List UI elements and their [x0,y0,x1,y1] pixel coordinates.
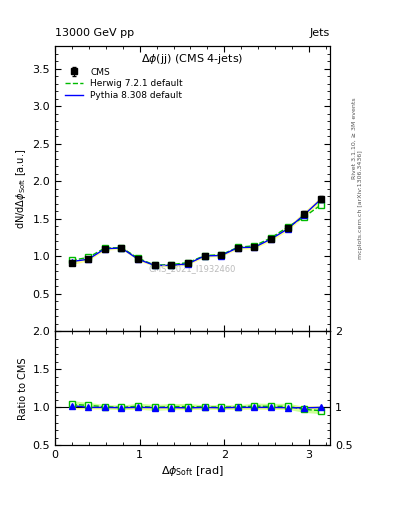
X-axis label: $\Delta\phi_{\rm Soft}$ [rad]: $\Delta\phi_{\rm Soft}$ [rad] [161,464,224,479]
Herwig 7.2.1 default [169,262,174,268]
Line: Pythia 8.308 default: Pythia 8.308 default [72,199,321,265]
Text: $\Delta\phi$(jj) (CMS 4-jets): $\Delta\phi$(jj) (CMS 4-jets) [141,52,244,66]
Herwig 7.2.1 default [285,224,290,230]
Text: 13000 GeV pp: 13000 GeV pp [55,28,134,38]
Pythia 8.308 default [202,253,207,259]
Text: Rivet 3.1.10, ≥ 3M events: Rivet 3.1.10, ≥ 3M events [352,97,357,179]
Pythia 8.308 default [285,226,290,232]
Legend: CMS, Herwig 7.2.1 default, Pythia 8.308 default: CMS, Herwig 7.2.1 default, Pythia 8.308 … [62,65,185,103]
Herwig 7.2.1 default [86,254,91,261]
Pythia 8.308 default [269,236,274,242]
Pythia 8.308 default [185,261,190,267]
Text: mcplots.cern.ch [arXiv:1306.3436]: mcplots.cern.ch [arXiv:1306.3436] [358,151,363,259]
Line: Herwig 7.2.1 default: Herwig 7.2.1 default [72,205,321,265]
Pythia 8.308 default [219,252,224,259]
Text: Jets: Jets [310,28,330,38]
Pythia 8.308 default [319,196,323,202]
Text: CMS_2021_I1932460: CMS_2021_I1932460 [149,264,236,273]
Herwig 7.2.1 default [119,245,124,251]
Herwig 7.2.1 default [269,235,274,241]
Pythia 8.308 default [302,211,307,218]
Pythia 8.308 default [119,245,124,251]
Herwig 7.2.1 default [69,258,74,264]
Herwig 7.2.1 default [319,202,323,208]
Y-axis label: Ratio to CMS: Ratio to CMS [18,357,28,420]
Y-axis label: dN/d$\Delta\phi_{\rm Soft}$ [a.u.]: dN/d$\Delta\phi_{\rm Soft}$ [a.u.] [14,148,28,229]
Herwig 7.2.1 default [103,245,107,251]
Pythia 8.308 default [235,245,240,251]
Herwig 7.2.1 default [185,260,190,266]
Pythia 8.308 default [69,259,74,265]
Herwig 7.2.1 default [235,244,240,250]
Herwig 7.2.1 default [136,255,141,261]
Pythia 8.308 default [252,244,257,250]
Herwig 7.2.1 default [152,262,157,268]
Pythia 8.308 default [86,256,91,262]
Herwig 7.2.1 default [252,243,257,249]
Pythia 8.308 default [152,262,157,268]
Herwig 7.2.1 default [219,252,224,258]
Pythia 8.308 default [103,246,107,252]
Herwig 7.2.1 default [302,214,307,220]
Pythia 8.308 default [169,262,174,268]
Herwig 7.2.1 default [202,252,207,259]
Pythia 8.308 default [136,256,141,262]
